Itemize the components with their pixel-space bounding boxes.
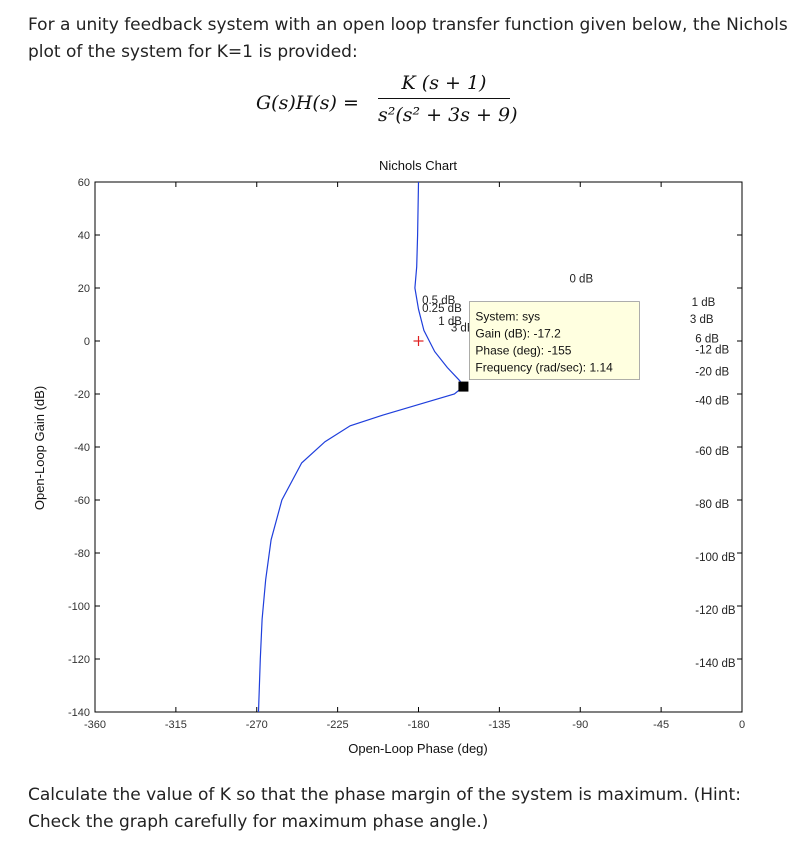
x-tick-label: -45 <box>653 719 669 731</box>
datatip-box <box>469 301 640 380</box>
chart-axes: -360 -315 -270 -225 -180 -135 -90 -45 0 60 40 20 0 -2… <box>68 177 745 731</box>
y-tick-label: -120 <box>68 654 90 666</box>
fraction-bar <box>378 98 510 100</box>
datatip-line: Phase (deg): -155 <box>475 344 571 358</box>
grid-contour-label: 1 dB <box>438 316 462 328</box>
grid-contour-label: 1 dB <box>692 297 716 309</box>
formula-lhs: G(s)H(s) = <box>256 92 359 114</box>
x-tick-label: -360 <box>84 719 106 731</box>
y-tick-label: 60 <box>78 177 90 189</box>
y-tick-label: 0 <box>84 336 90 348</box>
chart-title: Nichols Chart <box>379 158 457 173</box>
grid-contour-label: 3 dB <box>690 314 714 326</box>
datatip-line: System: sys <box>475 310 540 324</box>
grid-contour-label: 3 dB <box>451 323 475 335</box>
x-tick-label: -315 <box>165 719 187 731</box>
y-tick-label: -40 <box>74 442 90 454</box>
grid-contour-label: -120 dB <box>695 605 736 617</box>
grid-contour-label: 6 dB <box>695 333 719 345</box>
grid-contour-label: -80 dB <box>695 499 729 511</box>
y-tick-label: -60 <box>74 495 90 507</box>
grid-contour-label: -60 dB <box>695 446 729 458</box>
x-tick-label: -135 <box>488 719 510 731</box>
y-tick-label: 20 <box>78 283 90 295</box>
y-tick-label: -20 <box>74 389 90 401</box>
x-tick-label: -225 <box>327 719 349 731</box>
datatip-marker <box>458 381 469 392</box>
formula-denominator: s²(s² + 3s + 9) <box>378 104 518 127</box>
chart-series <box>257 181 465 713</box>
formula-numerator: K (s + 1) <box>401 72 487 94</box>
x-tick-label: -270 <box>246 719 268 731</box>
grid-contour-label: -20 dB <box>695 366 729 378</box>
y-tick-label: -140 <box>68 707 90 719</box>
grid-contour-label: -140 dB <box>695 658 736 670</box>
y-tick-label: 40 <box>78 230 90 242</box>
series-line-sys <box>257 181 465 713</box>
grid-contour-label: -40 dB <box>695 396 729 408</box>
x-tick-label: -90 <box>572 719 588 731</box>
y-tick-label: -80 <box>74 548 90 560</box>
datatip-line: Gain (dB): -17.2 <box>475 327 561 341</box>
grid-contour-label: 0 dB <box>569 274 593 286</box>
plot-frame <box>94 181 743 713</box>
grid-contour-label: -12 dB <box>695 344 729 356</box>
chart-annotations: 0.25 dB0.5 dB1 dB3 dB6 dB0 dB1 dB3 dB6 d… <box>413 274 736 670</box>
datatip-line: Frequency (rad/sec): 1.14 <box>475 361 613 375</box>
x-axis-label: Open-Loop Phase (deg) <box>348 741 487 756</box>
question-intro: For a unity feedback system with an open… <box>28 15 788 62</box>
grid-contour-label: 0.5 dB <box>422 295 456 307</box>
grid-contour-label: -100 dB <box>695 552 736 564</box>
y-axis-label: Open-Loop Gain (dB) <box>32 386 47 510</box>
question-task: Calculate the value of K so that the pha… <box>28 785 741 832</box>
grid-contour-label: 0.25 dB <box>422 303 462 315</box>
x-tick-label: 0 <box>739 719 745 731</box>
x-tick-label: -180 <box>407 719 429 731</box>
y-tick-label: -100 <box>68 601 90 613</box>
formula-fraction: K (s + 1) s²(s² + 3s + 9) <box>378 70 518 128</box>
